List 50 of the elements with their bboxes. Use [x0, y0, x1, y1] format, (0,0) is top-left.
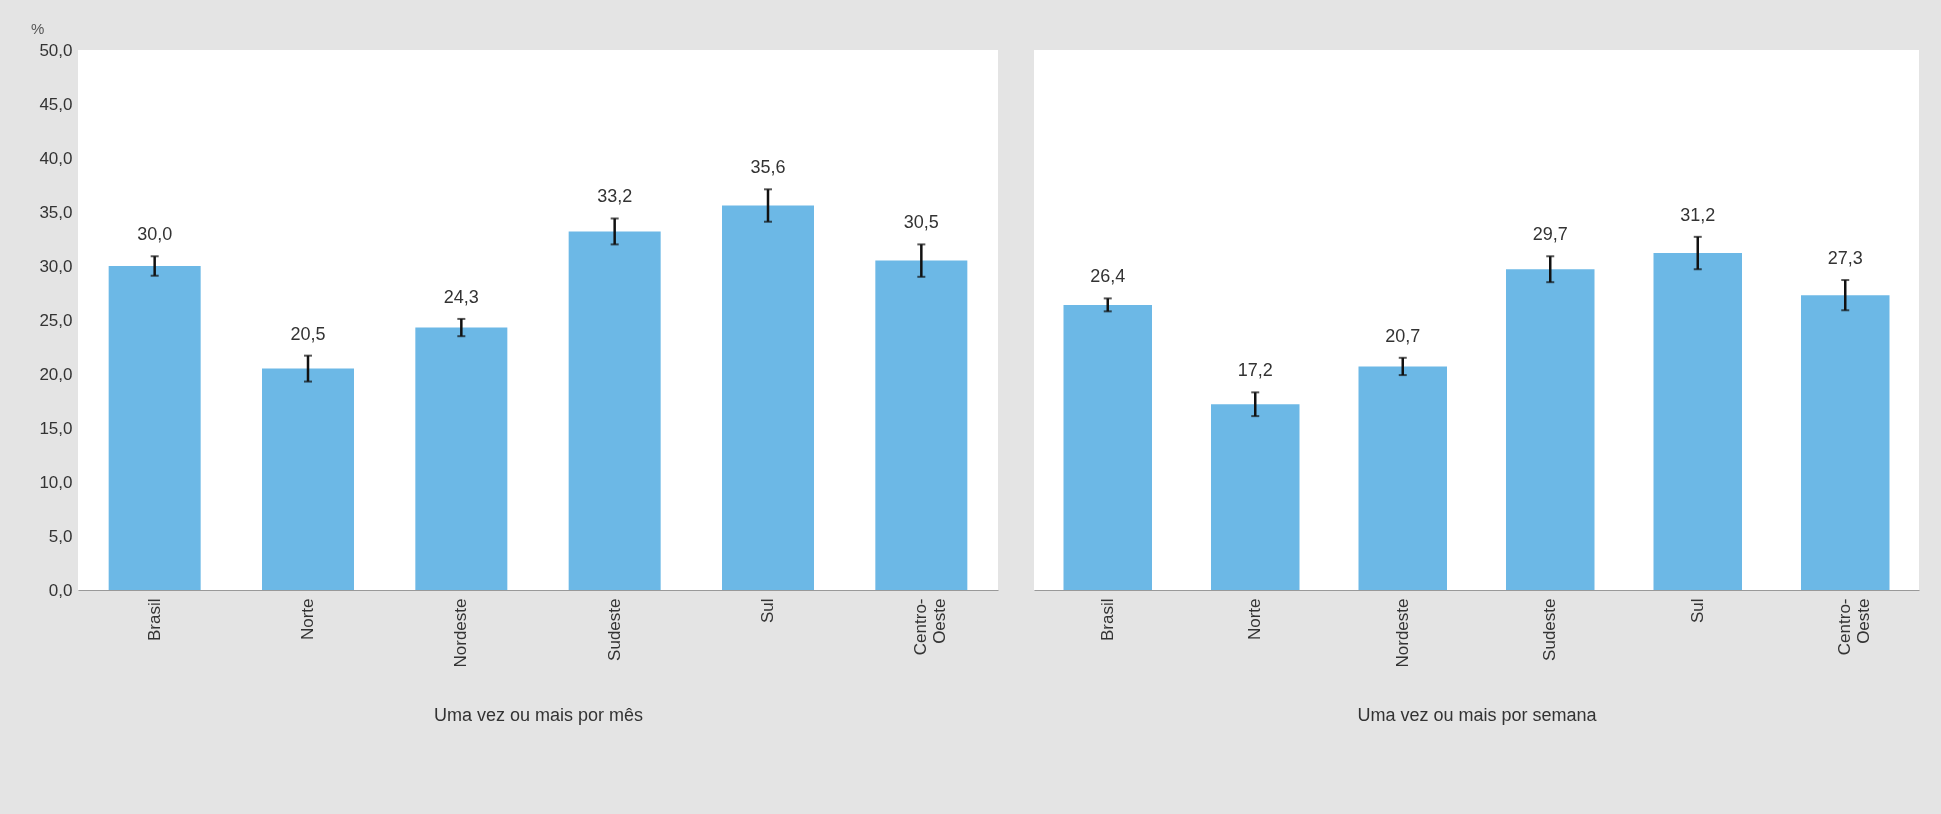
bar: [722, 205, 814, 590]
x-tick-label: Norte: [1245, 598, 1265, 641]
x-axis-title: Uma vez ou mais por mês: [433, 705, 644, 726]
bar: [568, 231, 661, 590]
bar: [108, 266, 201, 590]
data-label: 26,4: [1090, 266, 1126, 287]
x-tick-label: Sul: [758, 598, 777, 624]
bar: [1653, 253, 1742, 590]
data-label: 17,2: [1237, 360, 1273, 381]
x-tick-label: Sudeste: [604, 598, 624, 661]
bar: [1506, 269, 1595, 590]
data-label: 31,2: [1680, 204, 1716, 225]
y-tick-label: 50,0: [39, 40, 73, 60]
data-label: 20,5: [290, 323, 326, 344]
y-tick-label: 10,0: [39, 472, 73, 492]
y-tick-label: 40,0: [39, 148, 73, 168]
x-tick-label: Brasil: [1097, 598, 1117, 642]
bar: [875, 260, 968, 590]
bar: [1358, 366, 1447, 590]
data-label: 33,2: [597, 186, 633, 207]
data-label: 29,7: [1532, 224, 1568, 245]
data-label: 27,3: [1827, 248, 1863, 269]
y-tick-label: 0,0: [48, 580, 73, 600]
x-tick-label: Norte: [298, 598, 317, 641]
y-tick-label: 15,0: [39, 418, 73, 438]
y-tick-label: 30,0: [39, 256, 73, 276]
x-tick-label: Centro-Oeste: [1835, 598, 1874, 656]
y-tick-label: 45,0: [39, 94, 73, 114]
data-label: 20,7: [1385, 325, 1421, 346]
bar: [1801, 295, 1890, 590]
x-tick-label: Sul: [1687, 598, 1707, 624]
x-tick-label: Brasil: [144, 598, 164, 642]
bar: [415, 327, 508, 590]
x-tick-label: Centro-Oeste: [911, 598, 950, 656]
y-tick-label: 20,0: [39, 364, 73, 384]
data-label: 30,0: [137, 224, 173, 245]
x-tick-label: Sudeste: [1540, 598, 1560, 661]
y-tick-label: 5,0: [48, 526, 73, 546]
y-tick-label: 35,0: [39, 202, 73, 222]
data-label: 24,3: [443, 286, 479, 307]
data-label: 30,5: [903, 212, 939, 233]
bar: [1063, 304, 1152, 590]
bar: [1211, 404, 1300, 590]
x-tick-label: Nordeste: [1392, 598, 1412, 668]
y-tick-label: 25,0: [39, 310, 73, 330]
x-tick-label: Nordeste: [451, 598, 471, 668]
bar: [262, 368, 354, 590]
data-label: 35,6: [750, 157, 786, 178]
y-axis-title: %: [30, 20, 45, 37]
x-axis-title: Uma vez ou mais por semana: [1357, 705, 1598, 726]
